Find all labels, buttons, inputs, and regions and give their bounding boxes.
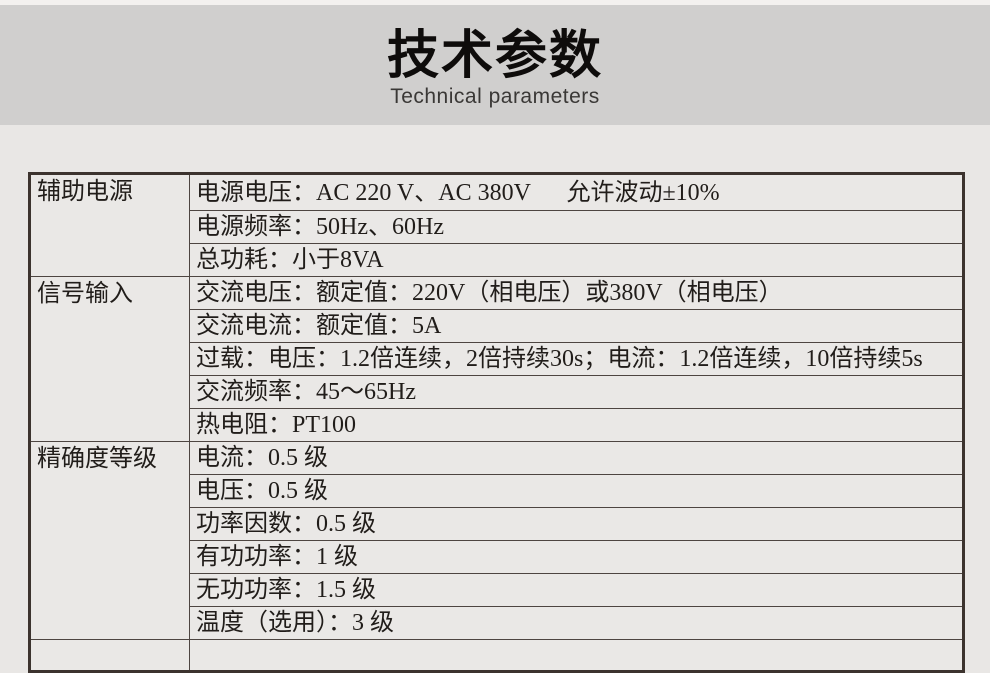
spec-value: 功率因数：0.5 级 <box>189 507 964 541</box>
table-row: 总功耗：小于8VA <box>30 243 964 277</box>
table-row: 精确度等级 电流：0.5 级 <box>29 441 964 640</box>
table-row: 无功功率：1.5 级 <box>30 573 964 607</box>
spec-value: 电源电压：AC 220 V、AC 380V 允许波动±10% <box>189 173 964 211</box>
group-label-aux-power: 辅助电源 <box>29 173 190 277</box>
top-strip <box>0 0 990 5</box>
spec-value: 交流电流：额定值：5A <box>189 309 964 343</box>
spec-value: 总功耗：小于8VA <box>189 243 964 277</box>
group-label-cutoff <box>29 639 190 672</box>
table-row: 过载：电压：1.2倍连续，2倍持续30s；电流：1.2倍连续，10倍持续5s <box>30 342 964 376</box>
spec-value: 电压：0.5 级 <box>189 474 964 508</box>
spec-value: 电流：0.5 级 <box>189 441 964 475</box>
table-row-partial <box>29 639 964 672</box>
table-row: 辅助电源 电源电压：AC 220 V、AC 380V 允许波动±10% <box>29 173 964 277</box>
spec-value <box>189 639 964 672</box>
spec-value: 交流电压：额定值：220V（相电压）或380V（相电压） <box>189 276 964 310</box>
table-row: 有功功率：1 级 <box>30 540 964 574</box>
group-label-signal-input: 信号输入 <box>29 276 190 442</box>
spec-table-wrap: 辅助电源 电源电压：AC 220 V、AC 380V 允许波动±10% 电源频率：5… <box>28 172 965 673</box>
spec-value: 交流频率：45～65Hz <box>189 375 964 409</box>
spec-value: 过载：电压：1.2倍连续，2倍持续30s；电流：1.2倍连续，10倍持续5s <box>189 342 964 376</box>
spec-table-body: 辅助电源 电源电压：AC 220 V、AC 380V 允许波动±10% 电源频率：5… <box>29 173 964 672</box>
table-row: 交流电流：额定值：5A <box>30 309 964 343</box>
group-label-accuracy-class: 精确度等级 <box>29 441 190 640</box>
spec-value: 电源频率：50Hz、60Hz <box>189 210 964 244</box>
header-band: 技术参数 Technical parameters <box>0 5 990 125</box>
table-row: 功率因数：0.5 级 <box>30 507 964 541</box>
spec-value: 有功功率：1 级 <box>189 540 964 574</box>
spec-value: 热电阻：PT100 <box>189 408 964 442</box>
spec-value: 无功功率：1.5 级 <box>189 573 964 607</box>
spec-value: 温度（选用）：3 级 <box>189 606 964 640</box>
page-title: 技术参数 <box>386 27 603 85</box>
table-row: 电源频率：50Hz、60Hz <box>30 210 964 244</box>
table-row: 信号输入 交流电压：额定值：220V（相电压）或380V（相电压） <box>29 276 964 442</box>
page-subtitle: Technical parameters <box>390 85 600 108</box>
spec-table: 辅助电源 电源电压：AC 220 V、AC 380V 允许波动±10% 电源频率：5… <box>28 172 965 673</box>
